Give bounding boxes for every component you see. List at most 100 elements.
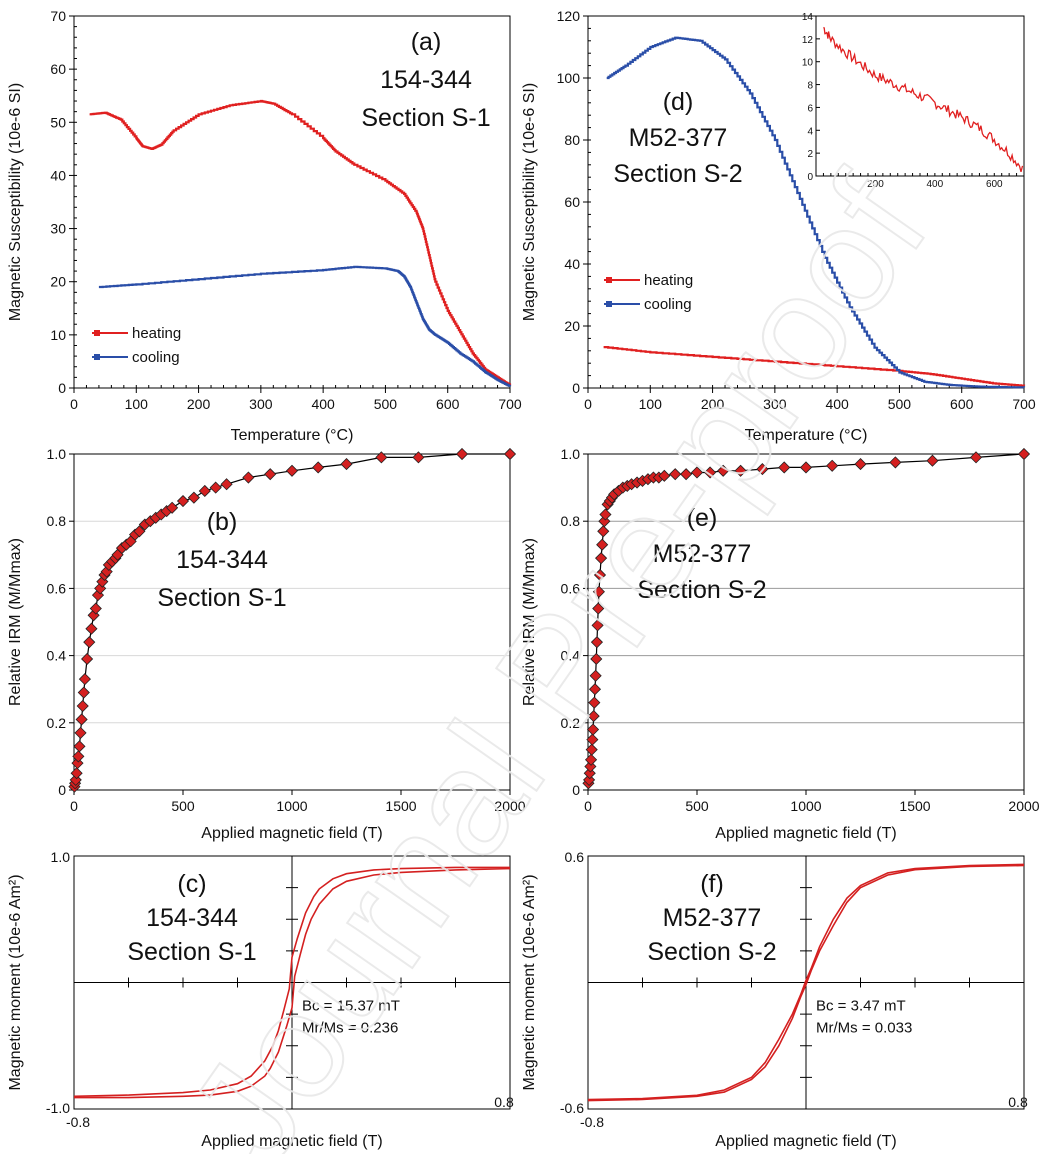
irm-curve-e (587, 453, 1025, 784)
inset-x-tick-label-d: 400 (927, 179, 944, 190)
data-point-e (778, 461, 791, 474)
hysteresis-lower-branch-f (587, 864, 1025, 1102)
x-min-label-f: -0.8 (580, 1114, 604, 1130)
data-point-e (586, 723, 600, 736)
data-point-b (85, 622, 98, 635)
series-line-cooling-a (98, 265, 512, 387)
data-point-b (285, 464, 299, 477)
data-point-b (187, 491, 200, 504)
data-point-e (826, 459, 839, 472)
x-tick-label-a: 300 (249, 396, 273, 412)
legend-label-cooling-d: cooling (644, 296, 692, 313)
panel-annotation-a: Section S-1 (361, 104, 490, 132)
data-point-b (74, 726, 87, 739)
stat-text-c: Bc = 15.37 mT (302, 998, 400, 1015)
legend-marker-heating-d (606, 277, 612, 283)
y-max-label-f: 0.6 (565, 849, 585, 865)
x-tick-label-b: 1500 (385, 798, 416, 814)
panel-annotation-d: Section S-2 (613, 160, 742, 188)
y-tick-label-b: 0 (58, 782, 66, 798)
x-tick-label-d: 400 (825, 396, 849, 412)
data-point-e (680, 468, 693, 481)
inset-y-tick-label-d: 0 (807, 172, 813, 183)
y-tick-label-b: 0.4 (47, 648, 67, 664)
hysteresis-upper-branch-c (73, 866, 510, 1098)
y-axis-label-c: Magnetic moment (10e-6 Am²) (7, 874, 24, 1090)
inset-y-tick-label-d: 4 (807, 126, 813, 137)
data-point-e (588, 696, 601, 709)
y-tick-label-e: 0 (572, 782, 580, 798)
y-tick-label-b: 0.6 (47, 580, 67, 596)
inset-trace-d (823, 26, 1024, 173)
hysteresis-upper-branch-f (587, 863, 1025, 1101)
legend-label-cooling-a: cooling (132, 349, 180, 366)
y-tick-label-e: 0.8 (561, 513, 581, 529)
inset-y-tick-label-d: 14 (802, 12, 814, 23)
data-point-b (176, 494, 190, 508)
x-max-label-f: 0.8 (1008, 1094, 1028, 1110)
data-point-e (591, 619, 604, 632)
data-point-e (592, 602, 605, 615)
panel-annotation-d: (d) (663, 88, 694, 116)
y-axis-label-e: Relative IRM (M/Mmax) (521, 538, 538, 706)
x-tick-label-b: 1000 (276, 798, 307, 814)
x-tick-label-e: 1000 (790, 798, 821, 814)
data-point-b (455, 447, 469, 461)
panel-annotation-a: 154-344 (380, 66, 472, 94)
y-tick-label-b: 0.2 (47, 715, 67, 731)
data-point-b (312, 461, 325, 474)
stat-text-f: Bc = 3.47 mT (816, 998, 906, 1015)
plot-frame-b (73, 453, 511, 791)
plot-frame-a (73, 15, 511, 389)
y-axis-label-a: Magnetic Susceptibility (10e-6 SI) (7, 83, 24, 321)
x-axis-label-f: Applied magnetic field (T) (715, 1133, 896, 1150)
inset-x-tick-label-d: 200 (867, 179, 884, 190)
data-point-b (133, 525, 146, 538)
series-line-heating-a (89, 99, 512, 386)
y-tick-label-d: 80 (564, 132, 580, 148)
x-max-label-c: 0.8 (494, 1094, 514, 1110)
y-tick-label-e: 1.0 (561, 446, 581, 462)
data-point-e (717, 464, 730, 477)
data-point-b (264, 468, 277, 481)
data-point-b (89, 602, 102, 615)
legend-marker-heating-a (94, 330, 100, 336)
y-axis-label-d: Magnetic Susceptibility (10e-6 SI) (521, 83, 538, 321)
data-point-b (83, 636, 96, 649)
x-tick-label-b: 0 (70, 798, 78, 814)
data-point-e (756, 463, 769, 476)
data-point-e (658, 469, 671, 482)
stat-text-f: Mr/Ms = 0.033 (816, 1020, 912, 1037)
data-point-e (592, 585, 605, 598)
data-point-e (690, 466, 704, 479)
x-axis-label-c: Applied magnetic field (T) (201, 1133, 382, 1150)
inset-y-tick-label-d: 8 (807, 81, 813, 92)
y-tick-label-b: 1.0 (47, 446, 67, 462)
x-tick-label-d: 100 (639, 396, 663, 412)
data-point-e (854, 458, 867, 471)
series-line-heating-d (603, 346, 1026, 387)
panel-annotation-f: M52-377 (663, 904, 762, 932)
data-point-e (585, 743, 598, 756)
legend-marker-cooling-a (94, 354, 100, 360)
panel-annotation-b: 154-344 (176, 546, 268, 574)
data-point-e (734, 464, 747, 477)
data-point-b (242, 471, 255, 484)
series-line-cooling-d (606, 36, 1026, 389)
y-tick-label-d: 120 (557, 8, 581, 24)
x-tick-label-d: 600 (950, 396, 974, 412)
data-point-b (220, 478, 233, 491)
inset-y-tick-label-d: 2 (807, 149, 813, 160)
data-point-e (597, 525, 610, 538)
data-point-b (81, 652, 94, 666)
data-point-e (704, 466, 717, 479)
x-tick-label-b: 2000 (494, 798, 525, 814)
panel-annotation-c: (c) (177, 870, 206, 898)
inset-y-tick-label-d: 6 (807, 103, 813, 114)
data-point-e (669, 468, 682, 481)
data-point-e (596, 538, 609, 551)
data-point-b (72, 750, 85, 763)
data-point-e (799, 461, 813, 474)
y-tick-label-e: 0.6 (561, 580, 581, 596)
data-point-b (375, 451, 388, 464)
